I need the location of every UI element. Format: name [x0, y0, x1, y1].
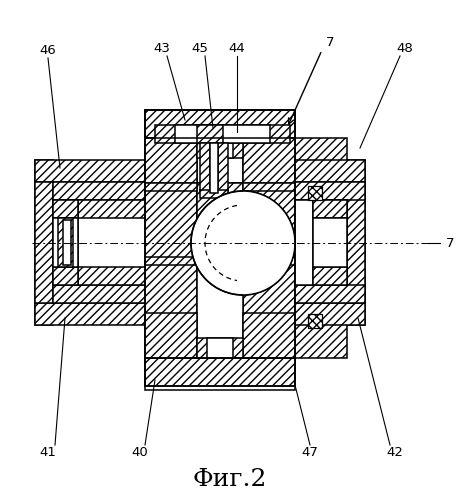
- Text: 41: 41: [40, 446, 56, 459]
- Bar: [243, 183, 295, 191]
- Bar: [243, 138, 295, 183]
- Bar: [197, 183, 215, 257]
- Bar: [78, 218, 145, 267]
- Bar: [145, 110, 295, 138]
- Bar: [295, 200, 347, 285]
- Text: 47: 47: [301, 446, 319, 459]
- Bar: [229, 229, 257, 257]
- Bar: [347, 160, 365, 325]
- Text: 43: 43: [154, 41, 171, 54]
- Bar: [243, 313, 295, 358]
- Bar: [200, 190, 228, 198]
- Bar: [53, 200, 78, 218]
- Text: 45: 45: [192, 41, 208, 54]
- Bar: [145, 138, 197, 183]
- Bar: [197, 183, 243, 257]
- Bar: [210, 143, 218, 193]
- Bar: [207, 138, 233, 158]
- Bar: [35, 160, 145, 182]
- Bar: [313, 267, 347, 285]
- Bar: [53, 218, 78, 267]
- Bar: [63, 220, 71, 265]
- Text: 7: 7: [326, 35, 334, 48]
- Bar: [243, 138, 295, 358]
- Bar: [145, 257, 197, 265]
- Bar: [243, 257, 295, 265]
- Text: 7: 7: [446, 237, 454, 250]
- Bar: [295, 303, 365, 325]
- Bar: [145, 183, 197, 191]
- Bar: [308, 314, 322, 328]
- Text: Фиг.2: Фиг.2: [193, 469, 267, 492]
- Wedge shape: [243, 191, 295, 295]
- Bar: [313, 200, 347, 218]
- Bar: [53, 267, 78, 285]
- Bar: [145, 358, 295, 386]
- Bar: [295, 160, 365, 182]
- Bar: [145, 313, 197, 358]
- Bar: [295, 138, 347, 358]
- Bar: [175, 125, 270, 143]
- Bar: [197, 125, 223, 143]
- Bar: [145, 110, 295, 138]
- Bar: [197, 183, 215, 257]
- Bar: [207, 338, 233, 358]
- Bar: [295, 200, 347, 285]
- Bar: [58, 218, 73, 267]
- Bar: [53, 285, 145, 303]
- Bar: [145, 138, 197, 358]
- Bar: [295, 182, 365, 200]
- Bar: [200, 143, 210, 193]
- Bar: [197, 138, 243, 158]
- Bar: [53, 182, 145, 200]
- Text: 46: 46: [40, 43, 56, 56]
- Bar: [35, 182, 53, 303]
- Bar: [145, 358, 295, 386]
- Bar: [197, 138, 243, 358]
- Text: 44: 44: [229, 41, 245, 54]
- Bar: [35, 160, 53, 325]
- Bar: [78, 200, 145, 285]
- Bar: [145, 110, 295, 390]
- Bar: [155, 125, 290, 143]
- Bar: [313, 218, 347, 267]
- Bar: [295, 183, 347, 263]
- Bar: [225, 183, 243, 257]
- Bar: [218, 143, 228, 193]
- Bar: [53, 200, 78, 285]
- Text: 40: 40: [132, 446, 148, 459]
- Bar: [225, 183, 243, 257]
- Bar: [295, 285, 365, 303]
- Bar: [308, 186, 322, 200]
- Text: 48: 48: [396, 41, 414, 54]
- Bar: [35, 303, 145, 325]
- Bar: [197, 338, 243, 358]
- Bar: [313, 200, 347, 285]
- Bar: [347, 182, 365, 303]
- Text: 42: 42: [387, 446, 403, 459]
- Circle shape: [191, 191, 295, 295]
